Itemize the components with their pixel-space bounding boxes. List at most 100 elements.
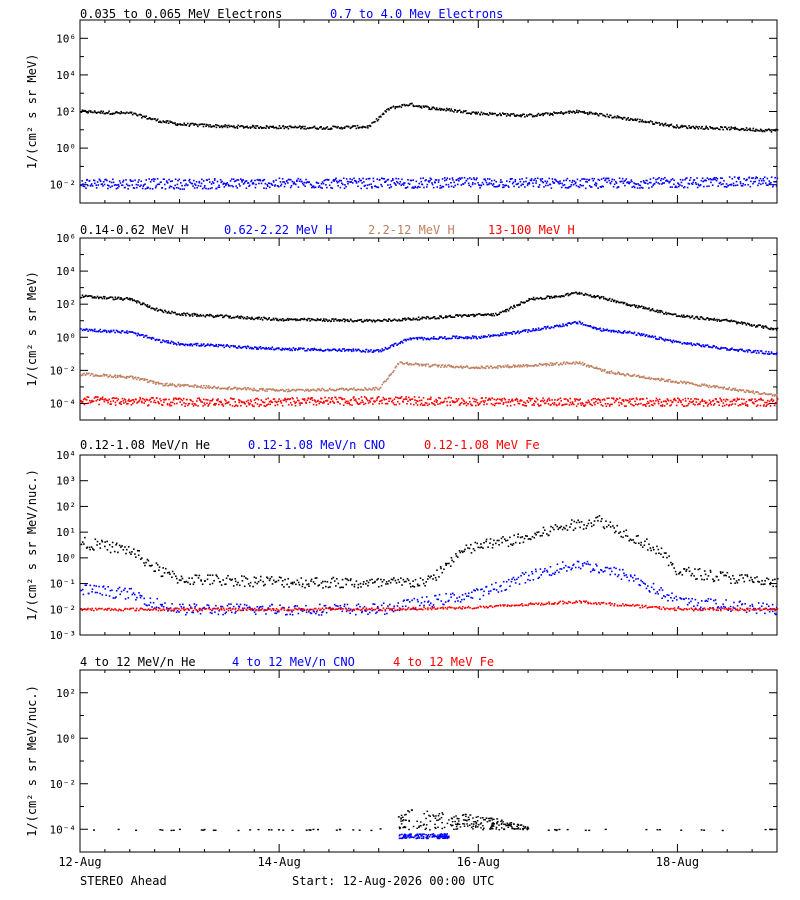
y-axis-label: 1/(cm² s sr MeV) [25, 271, 39, 387]
data-point [115, 187, 118, 190]
data-point [161, 383, 164, 385]
data-point [273, 389, 276, 391]
data-point [145, 334, 148, 337]
data-point [455, 335, 458, 338]
data-point [519, 400, 521, 402]
data-point [85, 111, 88, 114]
data-point [108, 110, 110, 113]
data-point [387, 318, 390, 320]
data-point [146, 399, 148, 401]
data-point [631, 304, 634, 307]
data-point [94, 396, 97, 398]
data-point [707, 386, 710, 389]
data-point [730, 319, 733, 322]
data-point [378, 387, 381, 390]
data-point [416, 319, 419, 321]
data-point [506, 308, 509, 311]
data-point [116, 184, 118, 186]
data-point [514, 399, 517, 401]
data-point [770, 351, 773, 353]
data-point [156, 310, 159, 312]
data-point [729, 184, 731, 186]
data-point [111, 541, 114, 544]
series-2 [80, 320, 778, 356]
data-point [440, 108, 443, 110]
data-point [500, 332, 502, 335]
data-point [239, 317, 242, 320]
data-point [407, 400, 409, 402]
data-point [486, 403, 488, 405]
data-point [429, 398, 432, 401]
data-point [236, 315, 239, 317]
data-point [374, 350, 376, 352]
data-point [389, 397, 392, 400]
data-point [199, 386, 201, 388]
data-point [176, 123, 179, 125]
data-point [751, 398, 753, 400]
data-point [631, 332, 633, 334]
data-point [617, 116, 620, 119]
data-point [171, 576, 173, 579]
data-point [366, 389, 368, 391]
data-point [133, 112, 135, 115]
data-point [462, 314, 464, 317]
data-point [93, 296, 96, 298]
data-point [552, 296, 555, 299]
data-point [423, 186, 425, 189]
data-point [400, 319, 402, 322]
data-point [481, 366, 483, 368]
data-point [713, 402, 716, 405]
data-point [80, 184, 83, 187]
data-point [111, 546, 114, 548]
data-point [173, 122, 175, 125]
data-point [629, 375, 632, 377]
data-point [701, 177, 704, 180]
data-point [164, 383, 167, 385]
data-point [245, 405, 248, 408]
data-point [131, 298, 134, 300]
data-point [425, 186, 428, 188]
data-point [379, 386, 382, 389]
data-point [345, 319, 347, 322]
data-point [338, 396, 340, 399]
data-point [260, 316, 263, 319]
data-point [93, 179, 96, 182]
data-point [517, 182, 520, 185]
data-point [628, 182, 631, 185]
data-point [351, 182, 354, 184]
data-point [325, 184, 327, 186]
data-point [536, 329, 538, 331]
data-point [344, 126, 346, 128]
data-point [763, 130, 766, 133]
data-point [715, 345, 718, 348]
data-point [706, 185, 708, 188]
data-point [571, 362, 573, 365]
data-point [528, 329, 530, 331]
data-point [673, 126, 676, 128]
data-point [255, 348, 258, 350]
data-point [616, 115, 619, 117]
data-point [277, 319, 280, 322]
data-point [464, 314, 467, 317]
data-point [235, 404, 238, 407]
data-point [101, 297, 104, 300]
data-point [248, 388, 251, 391]
data-point [156, 563, 159, 566]
data-point [684, 315, 687, 318]
data-point [403, 182, 406, 184]
data-point [704, 344, 707, 347]
data-point [143, 402, 145, 404]
data-point [588, 178, 591, 181]
data-point [227, 345, 230, 347]
data-point [664, 340, 666, 342]
data-point [122, 548, 125, 551]
data-point [359, 349, 361, 352]
data-point [424, 105, 427, 107]
data-point [208, 403, 210, 406]
data-point [562, 184, 564, 187]
data-point [175, 343, 178, 346]
data-point [426, 105, 428, 108]
data-point [334, 318, 337, 320]
data-point [304, 125, 306, 128]
data-point [580, 184, 583, 187]
